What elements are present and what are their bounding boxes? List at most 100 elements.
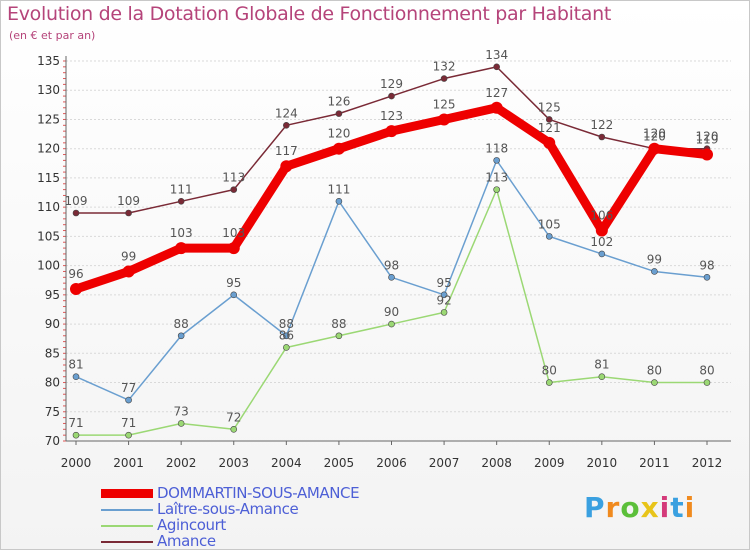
chart-title: Evolution de la Dotation Globale de Fonc…: [7, 3, 612, 25]
data-point-s0-2001: [122, 265, 135, 278]
data-label-s0-2000: 96: [68, 267, 83, 281]
data-point-s3-2001: [125, 209, 132, 217]
data-label-s0-2012: 119: [696, 133, 719, 147]
y-tick-label-80: 80: [45, 376, 60, 390]
data-point-s0-2012: [701, 148, 713, 161]
data-label-s1-2007: 95: [436, 276, 451, 290]
data-point-s0-2002: [175, 242, 188, 255]
legend-swatch-0: [101, 489, 153, 498]
logo-letter: r: [605, 491, 621, 524]
x-tick-label-2001: 2001: [113, 456, 144, 470]
x-tick-label-2010: 2010: [587, 456, 618, 470]
x-tick-label-2006: 2006: [376, 456, 407, 470]
data-label-s0-2010: 106: [590, 209, 613, 223]
y-tick-label-135: 135: [37, 54, 60, 68]
chart-subtitle: (en € et par an): [9, 29, 96, 42]
y-tick-label-75: 75: [45, 405, 60, 419]
y-tick-label-100: 100: [37, 259, 60, 273]
x-tick-label-2008: 2008: [481, 456, 512, 470]
y-tick-label-105: 105: [37, 229, 60, 243]
data-point-s2-2010: [598, 373, 606, 380]
data-point-s1-2001: [125, 396, 132, 404]
data-label-s0-2006: 123: [380, 109, 403, 123]
data-label-s2-2000: 71: [68, 416, 83, 430]
data-label-s0-2011: 120: [643, 127, 666, 141]
data-label-s0-2003: 103: [222, 226, 245, 240]
data-label-s3-2007: 132: [433, 60, 456, 74]
logo-letter: t: [670, 491, 685, 524]
y-tick-label-95: 95: [45, 288, 60, 302]
proxiti-logo: Proxiti: [584, 491, 695, 524]
data-point-s2-2008: [493, 186, 500, 193]
data-point-s2-2001: [125, 431, 132, 439]
data-point-s0-2006: [385, 125, 398, 138]
data-point-s1-2002: [177, 332, 185, 340]
data-point-s2-2006: [388, 320, 395, 328]
y-tick-label-90: 90: [45, 317, 60, 331]
data-point-s2-2009: [545, 379, 553, 386]
legend-label-3: Amance: [157, 532, 216, 550]
data-point-s0-2004: [280, 160, 293, 173]
data-label-s3-2004: 124: [275, 106, 298, 120]
data-point-s1-2009: [545, 233, 553, 240]
data-point-s0-2011: [648, 142, 661, 155]
data-label-s0-2004: 117: [275, 144, 298, 158]
data-point-s2-2003: [230, 426, 238, 433]
axes: 70 75 80 85 90 95 100 105 110 115 120 125 130 135 2000…: [37, 54, 731, 470]
data-label-s1-2001: 77: [121, 381, 136, 395]
data-label-s3-2000: 109: [65, 194, 88, 208]
data-point-s2-2011: [651, 379, 658, 386]
data-label-s1-2006: 98: [384, 258, 399, 272]
data-point-s2-2005: [335, 332, 343, 340]
y-tick-label-125: 125: [37, 112, 60, 126]
grid-lines: [66, 60, 731, 413]
data-label-s2-2006: 90: [384, 305, 399, 319]
x-tick-label-2011: 2011: [639, 456, 670, 470]
x-tick-label-2007: 2007: [429, 456, 460, 470]
data-point-s3-2010: [598, 133, 606, 141]
data-point-s2-2004: [283, 344, 290, 351]
data-label-s1-2003: 95: [226, 276, 241, 290]
data-label-s1-2004: 88: [279, 317, 294, 331]
x-tick-label-2000: 2000: [61, 456, 92, 470]
data-label-s1-2005: 111: [327, 182, 350, 196]
data-point-s1-2005: [335, 198, 343, 205]
data-point-s3-2009: [545, 116, 553, 123]
legend-swatch-3: [101, 541, 153, 543]
data-label-s0-2001: 99: [121, 249, 136, 263]
y-tick-label-85: 85: [45, 346, 60, 360]
legend-label-0: DOMMARTIN-SOUS-AMANCE: [157, 484, 360, 502]
x-tick-label-2002: 2002: [166, 456, 197, 470]
data-label-s2-2011: 80: [647, 364, 662, 378]
data-label-s1-2010: 102: [590, 235, 613, 249]
data-label-s2-2004: 86: [279, 328, 294, 342]
data-label-s3-2006: 129: [380, 77, 403, 91]
data-point-s1-2003: [230, 291, 238, 299]
data-label-s2-2001: 71: [121, 416, 136, 430]
data-point-s2-2007: [440, 309, 448, 316]
data-point-s1-2000: [72, 373, 80, 380]
data-label-s2-2007: 92: [436, 293, 451, 307]
data-point-s2-2012: [703, 379, 711, 386]
legend-swatch-1: [101, 509, 153, 511]
data-label-s3-2002: 111: [170, 182, 193, 196]
data-label-s0-2005: 120: [327, 127, 350, 141]
data-point-s3-2008: [493, 63, 500, 71]
data-label-s1-2002: 88: [174, 317, 189, 331]
data-point-s0-2005: [332, 142, 345, 155]
data-label-s3-2003: 113: [222, 171, 245, 185]
data-point-s1-2004: [283, 332, 290, 340]
data-label-s2-2003: 72: [226, 410, 241, 424]
data-point-s1-2010: [598, 250, 606, 258]
data-label-s3-2008: 134: [485, 48, 508, 62]
legend-label-2: Agincourt: [157, 516, 226, 534]
data-point-s0-2007: [438, 113, 451, 126]
y-tick-label-115: 115: [37, 171, 60, 185]
data-label-s1-2008: 118: [485, 141, 508, 155]
data-point-s0-2003: [227, 242, 240, 255]
data-label-s2-2009: 80: [542, 364, 557, 378]
data-point-s1-2006: [388, 274, 395, 281]
data-point-s1-2011: [651, 268, 658, 275]
y-tick-label-130: 130: [37, 83, 60, 97]
data-point-s3-2005: [335, 110, 343, 117]
